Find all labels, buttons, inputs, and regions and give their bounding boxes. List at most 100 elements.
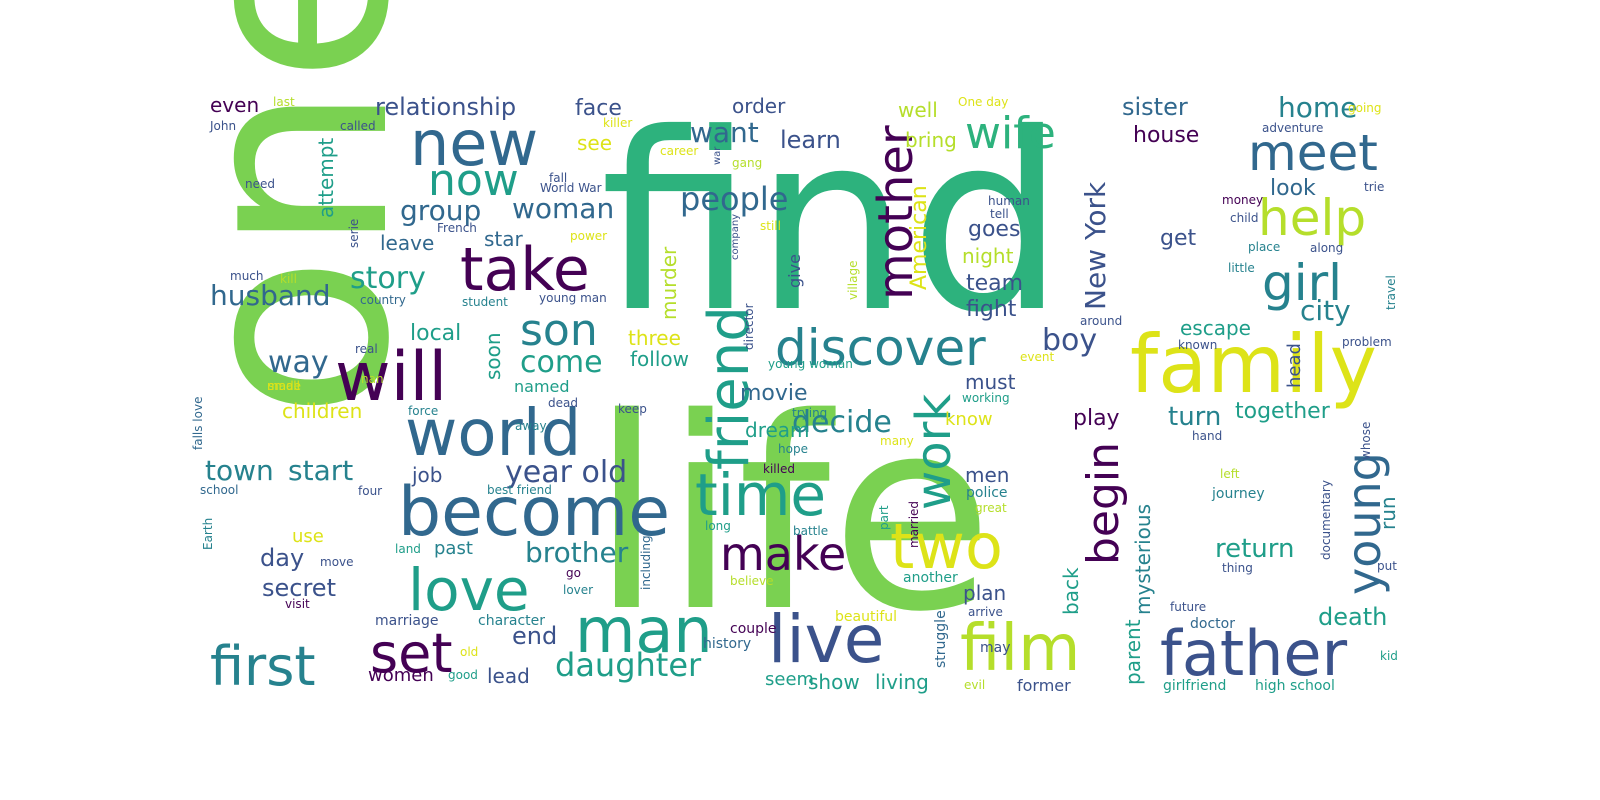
word-child: child xyxy=(1230,211,1259,225)
word-director: director xyxy=(742,303,756,350)
word-two: two xyxy=(890,510,1003,583)
word-wife: wife xyxy=(965,108,1056,159)
word-working: working xyxy=(962,391,1010,405)
word-find: find xyxy=(600,81,1065,366)
word-local: local xyxy=(410,321,461,346)
word-women: women xyxy=(368,665,434,686)
word-relationship: relationship xyxy=(375,93,516,121)
word-falls-love: falls love xyxy=(191,397,205,450)
word-brother: brother xyxy=(525,536,629,569)
word-head: head xyxy=(1284,343,1305,388)
word-well: well xyxy=(898,98,938,122)
word-young-man: young man xyxy=(539,291,607,305)
word-follow: follow xyxy=(630,347,689,371)
word-mysterious: mysterious xyxy=(1131,504,1155,615)
word-day: day xyxy=(260,544,304,572)
word-come: come xyxy=(520,345,603,380)
word-travel: travel xyxy=(1384,275,1398,310)
word-men: men xyxy=(965,463,1009,487)
word-discover: discover xyxy=(775,319,986,377)
word-husband: husband xyxy=(210,279,331,312)
word-love: love xyxy=(408,556,530,624)
word-force: force xyxy=(408,404,438,418)
word-bring: bring xyxy=(905,128,957,152)
word-marriage: marriage xyxy=(375,613,438,629)
word-set: set xyxy=(370,622,453,685)
word-escape: escape xyxy=(1180,316,1251,340)
word-young-woman: young woman xyxy=(768,357,853,371)
word-way: way xyxy=(268,345,329,380)
word-trie: trie xyxy=(1364,180,1384,194)
word-future: future xyxy=(1170,600,1206,614)
word-house: house xyxy=(1133,123,1199,148)
word-visit: visit xyxy=(285,597,310,611)
word-secret: secret xyxy=(262,574,336,602)
word-night: night xyxy=(962,244,1014,268)
word-struggle: struggle xyxy=(933,610,949,668)
word-character: character xyxy=(478,613,545,629)
word-battle: battle xyxy=(793,524,828,538)
word-old: old xyxy=(460,645,478,659)
word-decide: decide xyxy=(792,405,892,440)
word-including: including xyxy=(639,535,653,590)
word-must: must xyxy=(965,370,1016,394)
word-girlfriend: girlfriend xyxy=(1163,678,1226,694)
word-career: career xyxy=(660,144,698,158)
word-friend: friend xyxy=(697,306,762,470)
word-family: family xyxy=(1130,318,1377,411)
word-move: move xyxy=(320,555,354,569)
word-high-school: high school xyxy=(1255,678,1335,694)
word-new-york: New York xyxy=(1079,181,1112,310)
word-war: war xyxy=(712,146,723,165)
word-village: village xyxy=(846,261,860,300)
word-see: see xyxy=(577,131,612,155)
word-killed: killed xyxy=(763,462,795,476)
word-city: city xyxy=(1300,294,1351,327)
word-death: death xyxy=(1318,603,1387,631)
word-mother: mother xyxy=(868,125,924,300)
word-hand: hand xyxy=(1192,429,1222,443)
word-called: called xyxy=(340,119,376,133)
word-trying: trying xyxy=(792,406,827,420)
word-town: town xyxy=(205,454,274,487)
word-many: many xyxy=(880,434,914,448)
word-goes: goes xyxy=(968,217,1020,242)
word-one: one xyxy=(134,0,449,420)
word-american: American xyxy=(907,185,932,290)
word-film: film xyxy=(960,612,1080,686)
word-now: now xyxy=(428,155,519,206)
word-group: group xyxy=(400,194,481,227)
word-even: even xyxy=(210,93,259,117)
word-soon: soon xyxy=(481,332,505,380)
word-star: star xyxy=(484,227,524,251)
word-world-war: World War xyxy=(540,181,602,195)
word-plan: plan xyxy=(963,581,1006,605)
word-known: known xyxy=(1178,338,1217,352)
word-leave: leave xyxy=(380,231,434,255)
word-still: still xyxy=(760,219,781,233)
word-girl: girl xyxy=(1262,254,1342,312)
word-go: go xyxy=(566,566,581,580)
word-power: power xyxy=(570,229,607,243)
word-man: man xyxy=(575,594,713,667)
word-four: four xyxy=(358,484,382,498)
word-land: land xyxy=(395,542,421,556)
word-whose: whose xyxy=(1359,422,1373,460)
word-seem: seem xyxy=(765,669,814,690)
word-one-day: One day xyxy=(958,95,1008,109)
word-thing: thing xyxy=(1222,561,1253,575)
word-help: help xyxy=(1258,189,1366,247)
word-turn: turn xyxy=(1168,402,1221,432)
word-first: first xyxy=(210,635,316,698)
word-put: put xyxy=(1377,559,1397,573)
word-job: job xyxy=(411,463,443,487)
word-history: history xyxy=(703,636,751,652)
word-lover: lover xyxy=(563,583,593,597)
word-john: John xyxy=(209,119,236,133)
word-look: look xyxy=(1270,176,1316,201)
word-married: married xyxy=(907,501,921,548)
word-best-friend: best friend xyxy=(487,483,552,497)
word-order: order xyxy=(732,94,786,118)
